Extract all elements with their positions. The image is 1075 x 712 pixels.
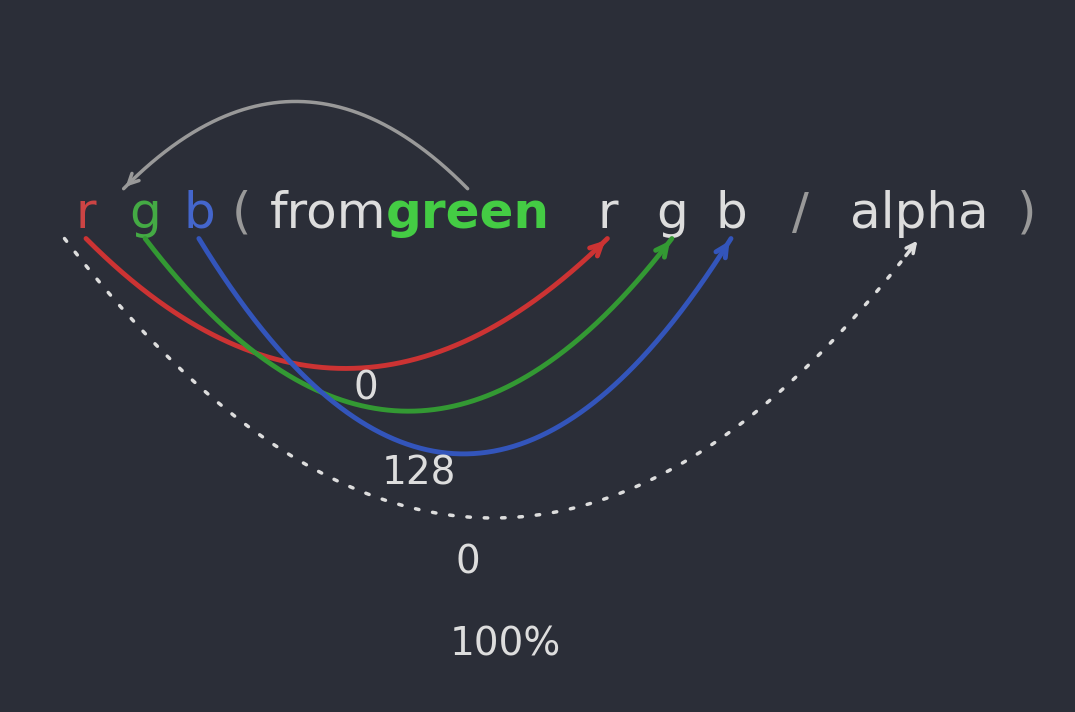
Text: (: ( [232, 189, 252, 238]
Text: r: r [75, 189, 97, 238]
Text: 0: 0 [455, 543, 481, 582]
Text: g: g [656, 189, 688, 238]
Text: 128: 128 [382, 454, 457, 493]
Text: 0: 0 [353, 369, 378, 407]
Text: from: from [270, 189, 386, 238]
Text: 100%: 100% [449, 625, 561, 664]
Text: b: b [715, 189, 747, 238]
Text: r: r [597, 189, 618, 238]
Text: g: g [129, 189, 161, 238]
Text: alpha: alpha [850, 189, 988, 238]
Text: ): ) [1017, 189, 1036, 238]
Text: b: b [183, 189, 215, 238]
Text: green: green [386, 189, 549, 238]
Text: /: / [792, 189, 809, 238]
